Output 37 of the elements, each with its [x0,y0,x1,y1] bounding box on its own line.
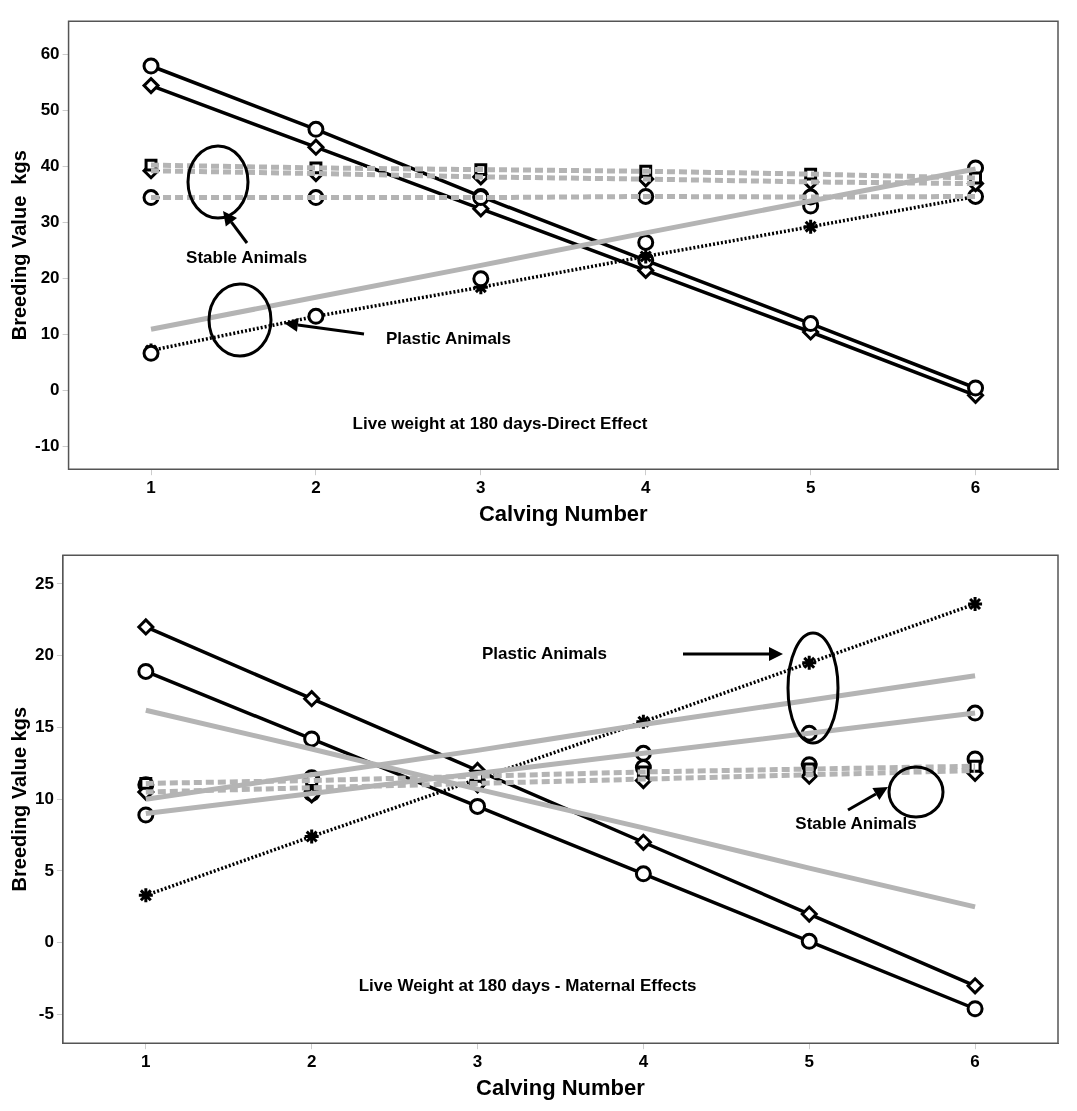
x-tick-label: 5 [805,478,816,498]
x-tick-label: 5 [804,1052,814,1072]
y-tick-label: 0 [50,380,60,400]
y-axis-title: Breeding Value kgs [7,706,30,892]
y-tick-label: 0 [44,932,54,952]
x-tick-label: 1 [146,478,156,498]
y-tick-label: 40 [40,156,60,176]
y-tick-label: 30 [40,212,60,232]
y-tick-label: 10 [40,324,60,344]
x-tick-label: 3 [476,478,486,498]
y-tick-label: 10 [34,788,54,808]
y-tick-label: 20 [40,268,60,288]
x-axis-title: Calving Number [476,1074,646,1100]
x-tick-label: 6 [970,1052,980,1072]
y-tick-label: -10 [34,436,60,456]
y-tick-label: 50 [40,100,60,120]
y-axis-title: Breeding Value kgs [7,150,30,341]
y-tick-label: 25 [34,573,54,593]
x-tick-label: 6 [970,478,981,498]
x-tick-label: 4 [641,478,651,498]
annotation: Live weight at 180 days-Direct Effect [352,414,648,434]
y-tick-label: 60 [40,44,60,64]
annotation: Plastic Animals [482,643,608,663]
y-tick-label: 5 [44,860,54,880]
annotation: Stable Animals [186,248,308,268]
x-tick-label: 1 [141,1052,151,1072]
x-tick-label: 3 [472,1052,483,1072]
x-tick-label: 2 [311,478,321,498]
annotation: Live Weight at 180 days - Maternal Effects [358,975,697,995]
x-tick-label: 2 [306,1052,317,1072]
y-tick-label: 20 [34,645,54,665]
annotation: Plastic Animals [385,329,512,349]
y-tick-label: -5 [38,1004,54,1024]
annotation: Stable Animals [795,813,917,833]
y-tick-label: 15 [34,717,54,737]
x-axis-title: Calving Number [478,500,649,526]
x-tick-label: 4 [638,1052,649,1072]
